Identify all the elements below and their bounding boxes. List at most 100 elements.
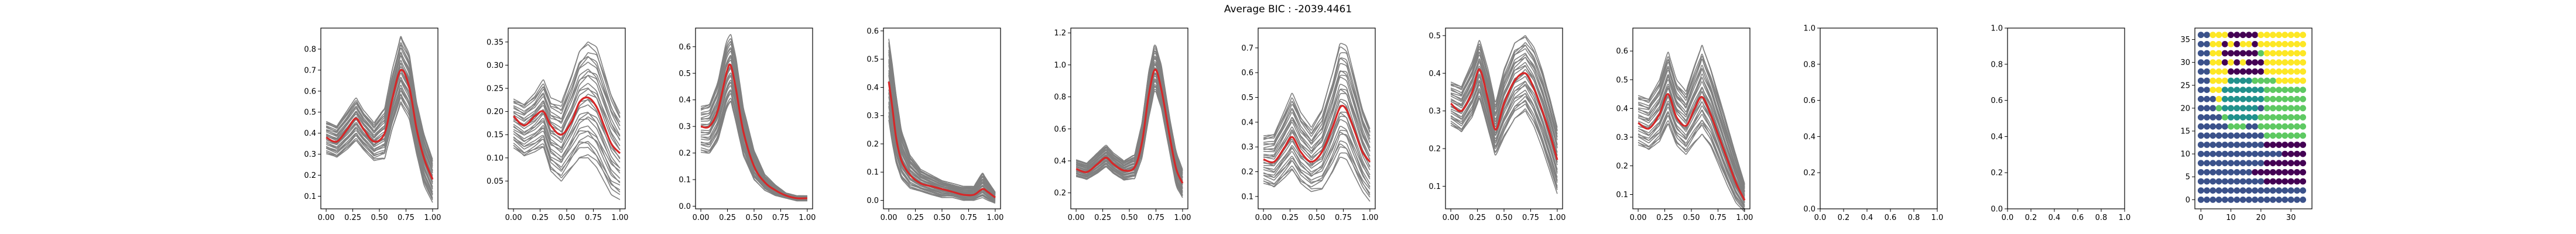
scatter-point [2263,132,2270,139]
scatter-point [2300,142,2307,148]
scatter-point [2276,132,2283,139]
scatter-point [2252,77,2259,84]
scatter-point [2269,32,2276,39]
grey-curve [1638,123,1745,210]
scatter-point [2282,77,2289,84]
scatter-point [2252,123,2259,130]
x-tick-label: 0.75 [772,214,789,222]
y-tick-label: 0.6 [679,43,691,51]
subplot-panels: 0.00 0.25 0.50 0.75 1.000.10.20.30.40.5 0.6 0.… [304,25,2313,222]
grey-curve [1263,77,1371,149]
scatter-point [2294,32,2300,39]
grey-curve [1450,60,1558,156]
scatter-point [2204,132,2210,139]
scatter-point [2234,68,2241,75]
scatter-point [2215,114,2222,121]
scatter-point [2210,59,2217,66]
grey-curve [1450,98,1558,188]
y-tick-label: 0.7 [304,66,316,75]
y-tick-label: 0 [2186,196,2190,205]
scatter-point [2239,160,2246,167]
y-tick-label: 0.2 [1054,189,1066,198]
scatter-point [2287,123,2294,130]
scatter-point [2228,197,2234,203]
scatter-point [2300,87,2307,94]
scatter-point [2258,197,2265,203]
subplot-6: 0.00 0.25 0.50 0.75 1.00 0.1 0.2 0.3 0.4 0.5 0.6 0.… [1241,27,1378,222]
scatter-point [2252,105,2259,112]
x-tick-label: 10 [2226,214,2236,222]
scatter-point [2263,123,2270,130]
scatter-point [2234,59,2241,66]
scatter-point [2282,41,2289,47]
scatter-point [2294,187,2300,194]
scatter-point [2294,169,2300,176]
x-tick-label: 0.0 [1814,214,1827,222]
scatter-point [2263,87,2270,94]
scatter-point [2287,187,2294,194]
scatter-point [2221,41,2228,47]
scatter-point [2282,142,2289,148]
scatter-point [2204,150,2210,157]
subplot-7: 0.00 0.25 0.50 0.75 1.00 0.1 0.2 0.3 0.4 0.5 [1429,27,1566,222]
grey-curve [326,87,433,189]
y-tick-label: 0.3 [1616,133,1628,142]
scatter-point [2252,41,2259,47]
scatter-point [2300,41,2307,47]
scatter-point [2239,87,2246,94]
scatter-point [2276,59,2283,66]
grey-curve [888,43,996,193]
scatter-point [2300,150,2307,157]
scatter-point [2294,123,2300,130]
x-tick-label: 0.75 [1710,214,1727,222]
scatter-point [2221,123,2228,130]
y-tick-label: 0.2 [304,171,316,180]
y-tick-label: 0.6 [1803,97,1815,105]
scatter-point [2258,87,2265,94]
scatter-point [2294,41,2300,47]
scatter-point [2228,178,2234,185]
x-tick-label: 1.00 [1736,214,1753,222]
scatter-point [2287,142,2294,148]
scatter-point [2294,95,2300,102]
x-tick-label: 0 [2198,214,2203,222]
grey-curve [1638,103,1745,203]
x-tick-label: 0.6 [2072,214,2084,222]
scatter-point [2204,87,2210,94]
scatter-point [2215,77,2222,84]
scatter-point [2294,197,2300,203]
scatter-point [2276,187,2283,194]
scatter-point [2197,132,2204,139]
scatter-point [2245,41,2252,47]
y-tick-label: 0.3 [304,150,316,159]
scatter-point [2204,59,2210,66]
scatter-point [2282,150,2289,157]
scatter-point [2245,150,2252,157]
y-tick-label: 0.1 [304,192,316,201]
scatter-point [2258,77,2265,84]
scatter-point [2197,187,2204,194]
scatter-point [2210,41,2217,47]
scatter-point [2210,178,2217,185]
scatter-point [2210,32,2217,39]
y-tick-label: 25 [2180,81,2190,90]
y-tick-label: 0.4 [304,129,316,138]
grey-curve [1638,58,1745,188]
y-tick-label: 0.5 [679,70,691,78]
scatter-point [2197,59,2204,66]
x-tick-label: 1.00 [1549,214,1566,222]
y-tick-label: 0.20 [487,108,503,116]
x-tick-label: 0.25 [1282,214,1299,222]
x-tick-label: 0.75 [398,214,415,222]
scatter-point [2245,32,2252,39]
grey-curve [1450,36,1558,132]
scatter-point [2287,150,2294,157]
x-tick-label: 0.8 [1908,214,1920,222]
scatter-point [2300,132,2307,139]
scatter-point [2300,114,2307,121]
scatter-point [2258,132,2265,139]
grey-curve [888,51,996,194]
scatter-point [2234,105,2241,112]
axes-frame [1820,27,1938,209]
y-tick-label: 0.1 [866,168,879,177]
